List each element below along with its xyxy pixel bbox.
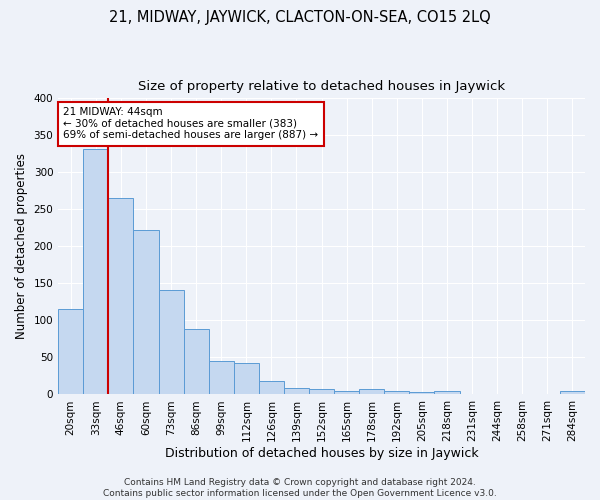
Bar: [133, 230, 158, 394]
Text: 21 MIDWAY: 44sqm
← 30% of detached houses are smaller (383)
69% of semi-detached: 21 MIDWAY: 44sqm ← 30% of detached house…: [64, 107, 319, 140]
Title: Size of property relative to detached houses in Jaywick: Size of property relative to detached ho…: [138, 80, 505, 93]
Bar: [309, 390, 334, 394]
Bar: [209, 361, 234, 394]
Bar: [334, 391, 359, 394]
Bar: [83, 150, 109, 394]
Bar: [409, 392, 434, 394]
Bar: [284, 388, 309, 394]
Text: Contains HM Land Registry data © Crown copyright and database right 2024.
Contai: Contains HM Land Registry data © Crown c…: [103, 478, 497, 498]
Bar: [109, 198, 133, 394]
Bar: [234, 364, 259, 394]
Bar: [359, 390, 385, 394]
Bar: [184, 328, 209, 394]
Text: 21, MIDWAY, JAYWICK, CLACTON-ON-SEA, CO15 2LQ: 21, MIDWAY, JAYWICK, CLACTON-ON-SEA, CO1…: [109, 10, 491, 25]
Bar: [158, 290, 184, 395]
Bar: [259, 381, 284, 394]
Bar: [560, 392, 585, 394]
Bar: [434, 392, 460, 394]
Bar: [58, 308, 83, 394]
X-axis label: Distribution of detached houses by size in Jaywick: Distribution of detached houses by size …: [165, 447, 478, 460]
Bar: [385, 392, 409, 394]
Y-axis label: Number of detached properties: Number of detached properties: [15, 154, 28, 340]
